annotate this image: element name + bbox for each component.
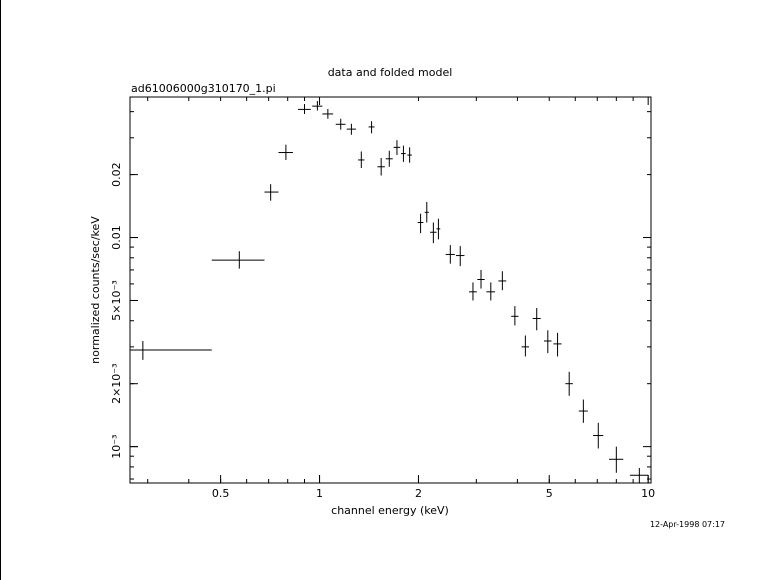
- data-point: [377, 158, 385, 176]
- x-axis-ticks: 0.5 1 2 5 10: [147, 97, 655, 500]
- y-axis-ticks: 10⁻³ 2×10⁻³ 5×10⁻³ 0.01 0.02: [110, 111, 651, 480]
- data-point: [565, 371, 573, 396]
- data-point: [445, 245, 455, 264]
- data-point: [544, 330, 552, 354]
- data-point: [436, 218, 441, 240]
- data-point: [130, 341, 212, 360]
- data-point: [477, 269, 485, 289]
- x-tick-label: 2: [415, 487, 422, 500]
- data-point: [486, 282, 496, 301]
- data-point: [521, 335, 530, 357]
- data-point: [593, 422, 604, 449]
- data-point: [322, 108, 334, 119]
- y-tick-label: 0.02: [110, 162, 123, 187]
- data-point: [469, 282, 477, 301]
- window-left-border: [0, 0, 1, 580]
- data-point: [498, 271, 507, 291]
- data-point: [401, 145, 406, 162]
- data-point: [211, 251, 265, 269]
- data-point: [430, 222, 437, 244]
- data-point: [385, 150, 393, 167]
- data-point: [511, 306, 519, 326]
- x-tick-label: 10: [641, 487, 655, 500]
- data-points: [130, 100, 649, 483]
- chart-title: data and folded model: [328, 66, 453, 79]
- data-point: [629, 468, 649, 483]
- data-point: [609, 446, 624, 473]
- data-point: [455, 246, 465, 267]
- plot-frame: [129, 96, 652, 484]
- data-point: [264, 184, 279, 201]
- data-point: [393, 140, 401, 156]
- data-point: [312, 100, 323, 111]
- data-point: [578, 399, 588, 423]
- x-axis-label: channel energy (keV): [331, 504, 449, 517]
- y-tick-label: 10⁻³: [110, 435, 123, 459]
- data-point: [532, 308, 541, 331]
- data-point: [368, 121, 375, 134]
- data-point: [424, 201, 429, 223]
- data-point: [417, 213, 424, 234]
- y-tick-label: 0.01: [110, 225, 123, 250]
- data-point: [358, 151, 365, 169]
- data-point: [298, 104, 311, 114]
- y-axis-label: normalized counts/sec/keV: [89, 216, 102, 364]
- data-point: [407, 147, 412, 163]
- x-tick-label: 1: [316, 487, 323, 500]
- y-tick-label: 5×10⁻³: [110, 280, 123, 320]
- y-tick-label: 2×10⁻³: [110, 363, 123, 403]
- x-tick-label: 5: [546, 487, 553, 500]
- data-point: [553, 332, 562, 357]
- timestamp: 12-Apr-1998 07:17: [650, 520, 725, 529]
- x-tick-label: 0.5: [212, 487, 230, 500]
- data-point: [346, 123, 356, 135]
- data-point: [335, 118, 346, 130]
- chart-subtitle: ad61006000g310170_1.pi: [131, 82, 276, 95]
- data-point: [278, 144, 293, 160]
